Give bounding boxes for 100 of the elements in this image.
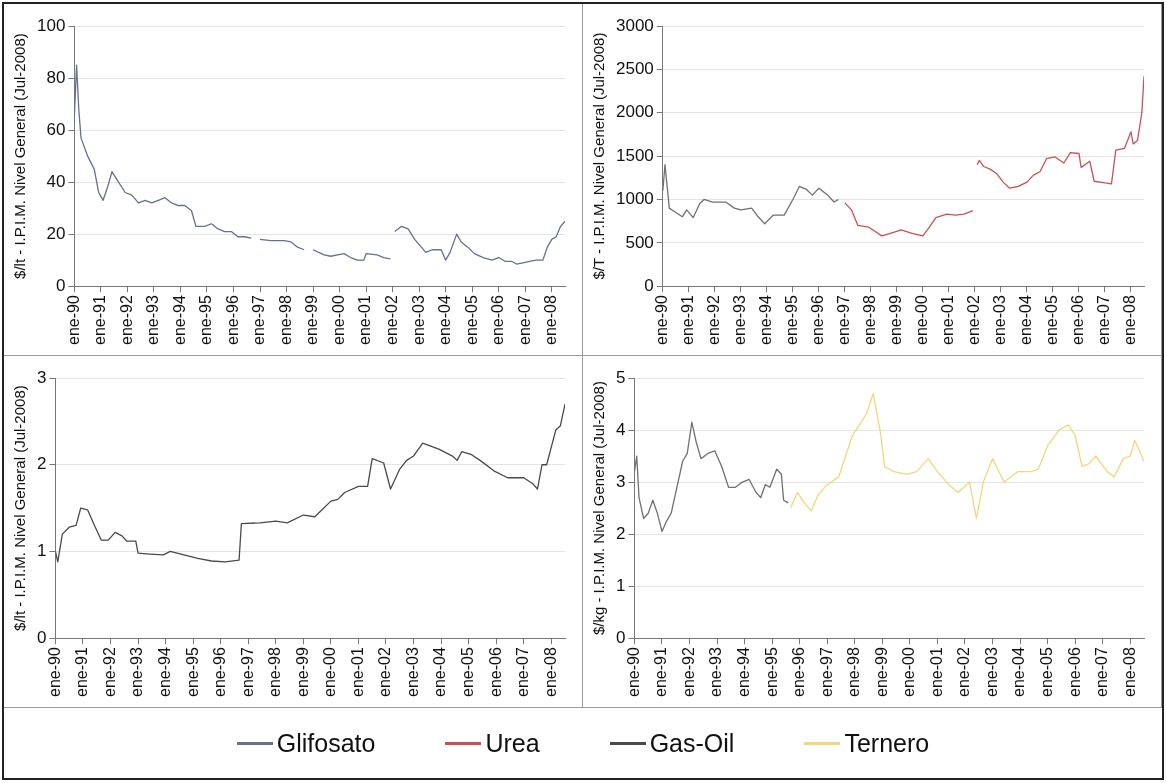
x-tick-label: ene-07	[515, 295, 533, 346]
x-tick-label: ene-95	[197, 295, 215, 346]
y-tick-label: 2000	[615, 102, 654, 122]
x-tick-label: ene-92	[705, 295, 723, 346]
x-tick-label: ene-93	[128, 647, 146, 698]
x-tick-label: ene-08	[542, 295, 560, 346]
x-tick-label: ene-02	[965, 295, 983, 346]
y-tick-label: 40	[46, 171, 66, 191]
x-tick-label: ene-99	[887, 295, 905, 346]
x-tick-label: ene-97	[238, 647, 256, 698]
x-tick-label: ene-91	[679, 295, 697, 346]
y-tick-label: 1	[36, 541, 47, 561]
x-tick-label: ene-01	[356, 295, 374, 346]
x-tick-label: ene-95	[783, 295, 801, 346]
x-tick-label: ene-00	[913, 295, 931, 346]
y-tick-label: 20	[46, 223, 66, 243]
x-tick-label: ene-97	[835, 295, 853, 346]
x-tick-label: ene-98	[861, 295, 879, 346]
x-tick-label: ene-03	[991, 295, 1009, 346]
x-tick-label: ene-99	[872, 647, 890, 698]
x-tick-label: ene-07	[514, 647, 532, 698]
x-tick-label: ene-02	[955, 647, 973, 698]
x-tick-label: ene-91	[91, 295, 109, 346]
y-tick-label: 4	[615, 419, 626, 439]
legend-label: Gas-Oil	[649, 728, 735, 758]
y-tick-label: 1	[615, 575, 626, 595]
y-tick-label: 2500	[615, 59, 654, 79]
y-tick-label: 0	[644, 275, 654, 295]
x-tick-label: ene-90	[653, 295, 671, 346]
x-tick-label: ene-07	[1095, 295, 1113, 346]
x-tick-label: ene-92	[100, 647, 118, 698]
x-tick-label: ene-03	[982, 647, 1000, 698]
x-tick-label: ene-97	[817, 647, 835, 698]
x-tick-label: ene-02	[376, 647, 394, 698]
y-tick-label: 0	[55, 275, 66, 295]
x-tick-label: ene-04	[431, 647, 449, 698]
x-tick-label: ene-00	[321, 647, 339, 698]
x-tick-label: ene-04	[1017, 295, 1035, 346]
x-tick-label: ene-94	[735, 647, 753, 698]
x-tick-label: ene-93	[731, 295, 749, 346]
x-tick-label: ene-94	[156, 647, 174, 698]
x-tick-label: ene-05	[462, 295, 480, 346]
x-tick-label: ene-99	[303, 295, 321, 346]
x-tick-label: ene-93	[144, 295, 162, 346]
x-tick-label: ene-01	[927, 647, 945, 698]
y-axis-title: $/lt - I.P.I.M. Nivel General (Jul-2008)	[11, 385, 29, 631]
y-tick-label: 3000	[615, 15, 654, 35]
x-tick-label: ene-00	[329, 295, 347, 346]
x-tick-label: ene-05	[1038, 647, 1056, 698]
x-tick-label: ene-01	[348, 647, 366, 698]
x-tick-label: ene-94	[170, 295, 188, 346]
y-axis-title: $/kg - I.P.I.M. Nivel General (Jul-2008)	[590, 381, 608, 636]
y-tick-label: 100	[36, 15, 66, 35]
y-tick-label: 0	[615, 627, 626, 647]
legend-label: Urea	[485, 728, 540, 758]
x-tick-label: ene-93	[707, 647, 725, 698]
x-tick-label: ene-90	[64, 295, 82, 346]
legend-label: Ternero	[844, 728, 930, 758]
legend-label: Glifosato	[276, 728, 376, 758]
x-tick-label: ene-98	[276, 295, 294, 346]
y-tick-label: 1000	[615, 189, 654, 209]
x-tick-label: ene-04	[436, 295, 454, 346]
x-tick-label: ene-96	[809, 295, 827, 346]
x-tick-label: ene-05	[1043, 295, 1061, 346]
x-tick-label: ene-06	[1065, 647, 1083, 698]
x-tick-label: ene-06	[1069, 295, 1087, 346]
x-tick-label: ene-07	[1093, 647, 1111, 698]
y-tick-label: 500	[625, 232, 654, 252]
y-tick-label: 2	[615, 523, 626, 543]
x-tick-label: ene-01	[939, 295, 957, 346]
x-tick-label: ene-08	[1120, 647, 1138, 698]
y-tick-label: 80	[46, 67, 66, 87]
x-tick-label: ene-05	[459, 647, 477, 698]
x-tick-label: ene-97	[250, 295, 268, 346]
x-tick-label: ene-03	[403, 647, 421, 698]
x-tick-label: ene-94	[757, 295, 775, 346]
y-tick-label: 1500	[615, 145, 654, 165]
x-tick-label: ene-08	[541, 647, 559, 698]
x-tick-label: ene-06	[486, 647, 504, 698]
x-tick-label: ene-00	[900, 647, 918, 698]
x-tick-label: ene-95	[762, 647, 780, 698]
x-tick-label: ene-04	[1010, 647, 1028, 698]
y-tick-label: 3	[36, 367, 47, 387]
x-tick-label: ene-98	[266, 647, 284, 698]
x-tick-label: ene-96	[223, 295, 241, 346]
x-tick-label: ene-90	[624, 647, 642, 698]
x-tick-label: ene-92	[117, 295, 135, 346]
x-tick-label: ene-08	[1121, 295, 1139, 346]
x-tick-label: ene-92	[679, 647, 697, 698]
x-tick-label: ene-91	[652, 647, 670, 698]
y-tick-label: 5	[615, 367, 626, 387]
x-tick-label: ene-91	[73, 647, 91, 698]
y-axis-title: $/T - I.P.I.M. Nivel General (Jul-2008)	[590, 32, 608, 280]
x-tick-label: ene-03	[409, 295, 427, 346]
x-tick-label: ene-96	[790, 647, 808, 698]
x-tick-label: ene-90	[45, 647, 63, 698]
y-axis-title: $/lt - I.P.I.M. Nivel General (Jul-2008)	[11, 33, 29, 279]
x-tick-label: ene-95	[183, 647, 201, 698]
y-tick-label: 2	[36, 454, 47, 474]
y-tick-label: 60	[46, 119, 66, 139]
